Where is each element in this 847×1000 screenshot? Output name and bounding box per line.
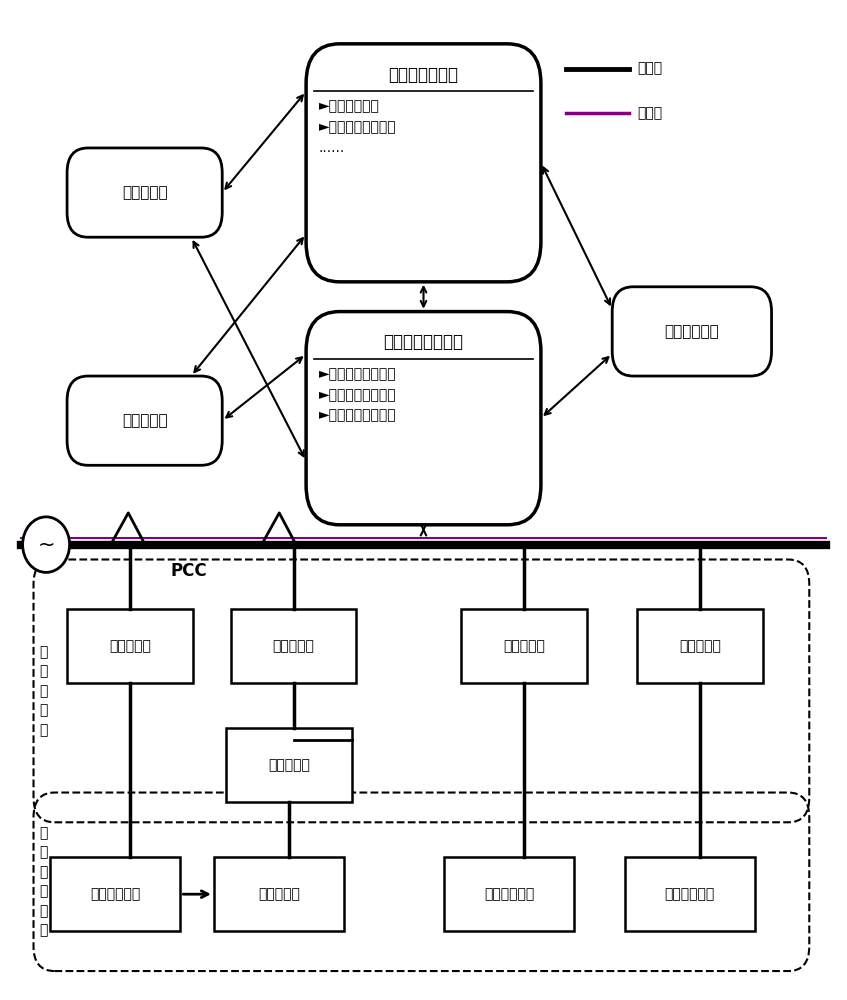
- Text: PCC: PCC: [170, 562, 207, 580]
- Text: 电机拖动单元: 电机拖动单元: [90, 887, 141, 901]
- Text: 并网变流器: 并网变流器: [273, 639, 314, 653]
- FancyBboxPatch shape: [213, 857, 344, 931]
- FancyBboxPatch shape: [50, 857, 180, 931]
- Text: 拖动变流器: 拖动变流器: [109, 639, 151, 653]
- FancyBboxPatch shape: [462, 609, 587, 683]
- Text: 微电网控制模块: 微电网控制模块: [389, 66, 458, 84]
- Circle shape: [23, 517, 69, 572]
- Text: 电
源
单
元
模
块: 电 源 单 元 模 块: [40, 826, 47, 938]
- Text: 信号线: 信号线: [637, 106, 662, 120]
- FancyBboxPatch shape: [612, 287, 772, 376]
- FancyBboxPatch shape: [306, 44, 541, 282]
- Text: 并网变流器: 并网变流器: [503, 639, 545, 653]
- Text: 功率线: 功率线: [637, 62, 662, 76]
- FancyBboxPatch shape: [306, 312, 541, 525]
- Text: 变
流
器
模
块: 变 流 器 模 块: [40, 645, 47, 737]
- Text: 界面显示模块: 界面显示模块: [665, 324, 719, 339]
- FancyBboxPatch shape: [625, 857, 755, 931]
- Text: 整流变流器: 整流变流器: [268, 758, 310, 772]
- Text: 储能电源单元: 储能电源单元: [665, 887, 715, 901]
- Text: 数据库模块: 数据库模块: [122, 185, 168, 200]
- Text: 并网变流器: 并网变流器: [679, 639, 721, 653]
- FancyBboxPatch shape: [226, 728, 352, 802]
- FancyBboxPatch shape: [67, 609, 193, 683]
- Text: 光伏电源单元: 光伏电源单元: [484, 887, 534, 901]
- Text: 发电机单元: 发电机单元: [257, 887, 300, 901]
- FancyBboxPatch shape: [67, 148, 222, 237]
- FancyBboxPatch shape: [67, 376, 222, 465]
- Text: 电源单元控制模块: 电源单元控制模块: [384, 333, 463, 351]
- Text: ►消峰填谷控制
►平滑功率输出控制
......: ►消峰填谷控制 ►平滑功率输出控制 ......: [318, 99, 396, 155]
- FancyBboxPatch shape: [637, 609, 763, 683]
- FancyBboxPatch shape: [230, 609, 357, 683]
- FancyBboxPatch shape: [445, 857, 574, 931]
- Text: ►风电单元控制模块
►光伏单元控制模块
►储能单元控制模块: ►风电单元控制模块 ►光伏单元控制模块 ►储能单元控制模块: [318, 367, 396, 422]
- Text: 算法库模块: 算法库模块: [122, 413, 168, 428]
- Text: ~: ~: [37, 535, 55, 555]
